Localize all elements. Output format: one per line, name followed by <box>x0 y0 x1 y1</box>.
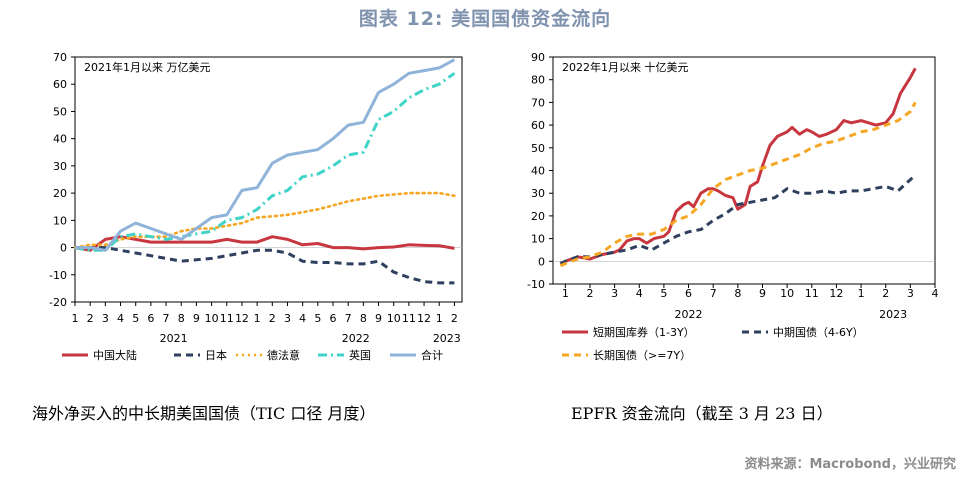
unit-note: 2022年1月以来 十亿美元 <box>562 60 689 74</box>
x-tick-label: 4 <box>636 287 643 300</box>
y-tick-label: -10 <box>527 278 545 291</box>
x-year-label: 2021 <box>160 332 188 345</box>
y-tick-label: 10 <box>531 233 545 246</box>
x-tick-label: 8 <box>734 287 741 300</box>
x-tick-label: 3 <box>102 312 109 325</box>
x-tick-label: 3 <box>611 287 618 300</box>
x-tick-label: 5 <box>132 312 139 325</box>
x-tick-label: 7 <box>345 312 352 325</box>
y-tick-label: 40 <box>531 165 545 178</box>
x-tick-label: 12 <box>417 312 431 325</box>
x-tick-label: 8 <box>360 312 367 325</box>
x-tick-label: 10 <box>205 312 219 325</box>
x-tick-label: 6 <box>685 287 692 300</box>
x-tick-label: 4 <box>932 287 939 300</box>
chart-caption-left: 海外净买入的中长期美国国债（TIC 口径 月度） <box>32 404 376 423</box>
x-year-label: 2023 <box>433 332 461 345</box>
chart-caption-right: EPFR 资金流向（截至 3 月 23 日） <box>571 404 833 423</box>
y-tick-label: 30 <box>53 160 67 173</box>
x-year-label: 2023 <box>879 308 907 321</box>
y-tick-label: 0 <box>60 242 67 255</box>
y-tick-label: 50 <box>531 142 545 155</box>
x-tick-label: 7 <box>710 287 717 300</box>
x-tick-label: 1 <box>562 287 569 300</box>
y-tick-label: 40 <box>53 133 67 146</box>
x-tick-label: 1 <box>858 287 865 300</box>
legend-label-0: 中国大陆 <box>93 348 137 362</box>
legend-label-0: 短期国库券（1-3Y） <box>593 325 695 339</box>
x-tick-label: 2 <box>586 287 593 300</box>
x-tick-label: 11 <box>220 312 234 325</box>
x-tick-label: 12 <box>829 287 843 300</box>
x-tick-label: 2 <box>451 312 458 325</box>
y-tick-label: -20 <box>49 296 67 309</box>
x-tick-label: 8 <box>178 312 185 325</box>
x-tick-label: 4 <box>299 312 306 325</box>
x-tick-label: 5 <box>314 312 321 325</box>
x-tick-label: 7 <box>163 312 170 325</box>
y-tick-label: 10 <box>53 214 67 227</box>
x-tick-label: 2 <box>269 312 276 325</box>
unit-note: 2021年1月以来 万亿美元 <box>84 60 211 74</box>
x-tick-label: 9 <box>193 312 200 325</box>
x-tick-label: 10 <box>780 287 794 300</box>
x-tick-label: 12 <box>235 312 249 325</box>
x-tick-label: 11 <box>402 312 416 325</box>
series-line-1 <box>559 173 917 265</box>
x-tick-label: 2 <box>87 312 94 325</box>
legend-label-1: 日本 <box>205 348 227 362</box>
plot-frame <box>552 56 936 285</box>
legend-label-2: 长期国债（>=7Y） <box>593 348 691 362</box>
y-tick-label: 0 <box>538 255 545 268</box>
y-tick-label: 60 <box>531 119 545 132</box>
x-tick-label: 2 <box>882 287 889 300</box>
series-line-3 <box>74 72 456 252</box>
y-tick-label: 20 <box>531 210 545 223</box>
x-tick-label: 5 <box>660 287 667 300</box>
x-tick-label: 6 <box>147 312 154 325</box>
series-line-0 <box>74 235 455 252</box>
x-tick-label: 1 <box>72 312 79 325</box>
y-tick-label: -10 <box>49 269 67 282</box>
y-tick-label: 20 <box>53 187 67 200</box>
series-line-2 <box>559 101 917 268</box>
x-year-label: 2022 <box>675 308 703 321</box>
y-tick-label: 60 <box>53 78 67 91</box>
series-line-2 <box>73 191 456 249</box>
x-tick-label: 1 <box>254 312 261 325</box>
legend-label-2: 德法意 <box>267 348 300 362</box>
y-tick-label: 90 <box>531 51 545 64</box>
y-tick-label: 70 <box>531 96 545 109</box>
y-tick-label: 50 <box>53 105 67 118</box>
series-line-4 <box>75 58 456 252</box>
x-tick-label: 1 <box>436 312 443 325</box>
plot-frame <box>74 56 463 303</box>
x-tick-label: 3 <box>907 287 914 300</box>
x-tick-label: 3 <box>284 312 291 325</box>
legend-label-4: 合计 <box>421 348 443 362</box>
y-tick-label: 70 <box>53 51 67 64</box>
series-line-1 <box>75 246 455 285</box>
x-tick-label: 6 <box>330 312 337 325</box>
x-year-label: 2022 <box>342 332 370 345</box>
figure-title: 图表 12: 美国国债资金流向 <box>358 8 612 30</box>
series-line-0 <box>559 67 917 265</box>
legend-label-1: 中期国债（4-6Y） <box>773 325 864 339</box>
y-tick-label: 30 <box>531 187 545 200</box>
x-tick-label: 11 <box>805 287 819 300</box>
x-tick-label: 10 <box>387 312 401 325</box>
x-tick-label: 9 <box>375 312 382 325</box>
source-note: 资料来源：Macrobond，兴业研究 <box>744 457 956 472</box>
x-tick-label: 9 <box>759 287 766 300</box>
x-tick-label: 4 <box>117 312 124 325</box>
y-tick-label: 80 <box>531 74 545 87</box>
legend-label-3: 英国 <box>349 348 371 362</box>
